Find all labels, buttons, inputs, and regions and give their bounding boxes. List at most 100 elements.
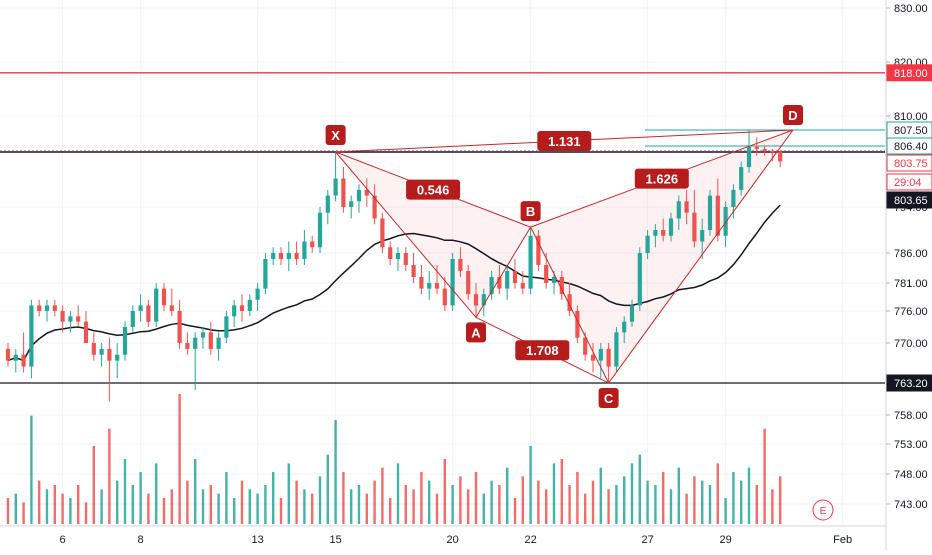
candle-body	[489, 277, 494, 295]
volume-bar	[14, 493, 17, 524]
point-label-box[interactable]	[783, 105, 803, 125]
volume-bar	[568, 485, 571, 524]
leg-cd[interactable]	[608, 129, 794, 384]
candle-body	[286, 253, 291, 259]
candle-body	[107, 348, 112, 361]
volume-bar	[248, 489, 251, 524]
volume-bar	[404, 485, 407, 524]
candle-body	[60, 311, 65, 322]
volume-bar	[435, 493, 439, 524]
price-tick-label: 743.00	[894, 499, 928, 511]
candle-body	[668, 218, 674, 236]
volume-bar	[61, 493, 64, 524]
volume-bar	[537, 480, 540, 524]
point-label-box[interactable]	[520, 201, 541, 222]
volume-bar	[607, 489, 610, 524]
leg-xa[interactable]	[335, 151, 477, 318]
candle-body	[224, 316, 229, 338]
candle-body	[661, 230, 666, 236]
price-axis[interactable]: 830.00820.00810.00794.00786.00781.00776.…	[885, 0, 932, 550]
candle-body	[278, 253, 284, 259]
point-label-box[interactable]	[466, 322, 486, 343]
candle-body	[598, 348, 603, 361]
ratio-label-box[interactable]	[406, 179, 461, 200]
watermark: E	[812, 499, 834, 521]
volume-bar	[30, 415, 33, 524]
price-badge: 29:04	[894, 177, 922, 189]
candle-body	[193, 337, 198, 349]
price-badge-box	[886, 137, 932, 155]
ratio-label-box[interactable]	[537, 131, 592, 151]
volume-bar	[662, 472, 665, 524]
volume-bar	[84, 502, 88, 524]
candle-body	[544, 265, 549, 283]
candle-body	[692, 212, 697, 242]
price-badge: 807.50	[894, 125, 928, 137]
candle-body	[606, 348, 611, 367]
volume-bar	[334, 420, 337, 524]
candle-body	[302, 241, 307, 259]
volume-bar	[303, 489, 306, 524]
candle-body	[715, 195, 720, 236]
candle-body	[754, 146, 759, 150]
ratio-label-box[interactable]	[515, 340, 570, 361]
event-icon[interactable]	[812, 499, 834, 521]
candle-body	[29, 305, 34, 367]
volume-bar	[498, 485, 501, 524]
volume-bar	[490, 480, 493, 524]
volume-bar	[373, 480, 376, 524]
volume-bar	[264, 485, 267, 524]
volume-bar	[467, 489, 470, 524]
candle-body	[676, 201, 681, 219]
line-price-badge-box	[886, 191, 932, 209]
harmonic-pattern[interactable]: 0.546 1.626 1.708 1.131 X A B C D	[325, 105, 803, 408]
ratio-label: 1.131	[548, 134, 581, 149]
leg-bc[interactable]	[530, 226, 610, 384]
volume-bar	[638, 454, 641, 524]
volume-bar	[162, 498, 166, 524]
candle-body	[723, 207, 728, 236]
candle-body	[403, 253, 408, 265]
volume-bar	[147, 493, 150, 524]
volume-bar	[763, 428, 766, 524]
candle-body	[450, 259, 455, 306]
leg-ab[interactable]	[475, 226, 532, 318]
volume-bar	[381, 467, 384, 524]
ratio-label-box[interactable]	[634, 168, 689, 189]
candle-body	[481, 294, 486, 306]
volume-bar	[552, 463, 556, 524]
candle-body	[512, 271, 518, 283]
candle-body	[419, 277, 424, 289]
harmonic-pattern-fill	[335, 130, 793, 383]
candle-body	[247, 299, 252, 311]
candle-body	[637, 253, 642, 306]
candle-body	[200, 332, 206, 338]
candle-body	[37, 305, 42, 311]
volume-bar	[186, 480, 189, 524]
candle-body	[161, 288, 167, 306]
volume-bar	[443, 459, 446, 524]
time-tick-label: 13	[251, 534, 263, 546]
candle-body	[739, 167, 744, 190]
candle-body	[13, 354, 18, 361]
time-axis[interactable]: 6 8 13 15 20 22 27 29 Feb	[0, 525, 886, 546]
candle-body	[520, 283, 525, 289]
event-icon-label: E	[820, 506, 827, 517]
volume-bar	[69, 498, 72, 524]
volume-bars	[6, 394, 782, 524]
candle-body	[411, 265, 416, 277]
point-label-box[interactable]	[325, 125, 346, 145]
candle-body	[707, 195, 713, 230]
volume-bar	[451, 485, 454, 524]
volume-bar	[685, 493, 688, 524]
candle-body	[762, 149, 767, 152]
price-tick-label: 810.00	[894, 111, 928, 123]
volume-bar	[724, 498, 727, 524]
volume-bar	[545, 489, 548, 524]
volume-bar	[272, 472, 275, 524]
point-label-box[interactable]	[598, 388, 619, 408]
volume-bar	[771, 489, 774, 524]
candle-body	[590, 354, 596, 361]
